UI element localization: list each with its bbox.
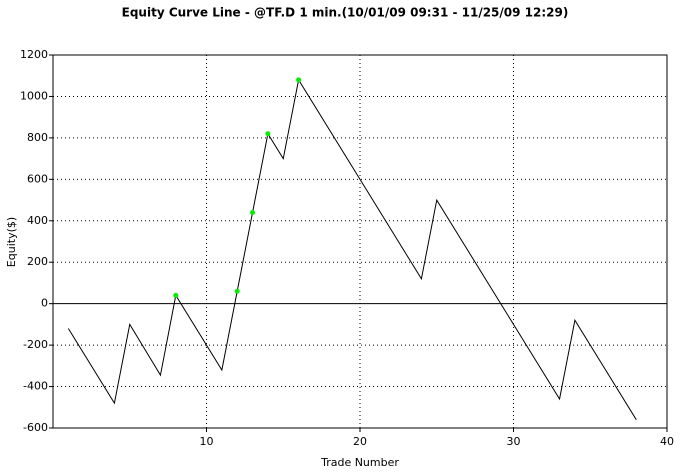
y-tick-label: 800 bbox=[27, 131, 48, 144]
equity-high-marker bbox=[250, 209, 256, 215]
equity-high-marker bbox=[265, 131, 271, 137]
y-tick-label: 1200 bbox=[20, 48, 48, 61]
equity-high-marker bbox=[296, 77, 302, 83]
y-tick-label: -600 bbox=[23, 421, 48, 434]
y-axis-label: Equity($) bbox=[5, 217, 18, 267]
y-tick-label: 200 bbox=[27, 255, 48, 268]
y-tick-label: -200 bbox=[23, 338, 48, 351]
y-tick-label: 0 bbox=[41, 297, 48, 310]
x-tick-label: 30 bbox=[507, 435, 521, 448]
x-tick-label: 40 bbox=[660, 435, 674, 448]
equity-line bbox=[67, 78, 637, 420]
x-tick-label: 20 bbox=[353, 435, 367, 448]
y-tick-label: 600 bbox=[27, 172, 48, 185]
x-axis-label: Trade Number bbox=[320, 456, 399, 469]
y-tick-label: -400 bbox=[23, 380, 48, 393]
x-tick-label: 10 bbox=[200, 435, 214, 448]
plot-frame bbox=[52, 54, 668, 429]
equity-high-marker bbox=[234, 288, 240, 294]
chart-title: Equity Curve Line - @TF.D 1 min.(10/01/0… bbox=[122, 6, 569, 20]
y-tick-label: 1000 bbox=[20, 89, 48, 102]
y-tick-label: 400 bbox=[27, 214, 48, 227]
equity-high-marker bbox=[173, 292, 179, 298]
